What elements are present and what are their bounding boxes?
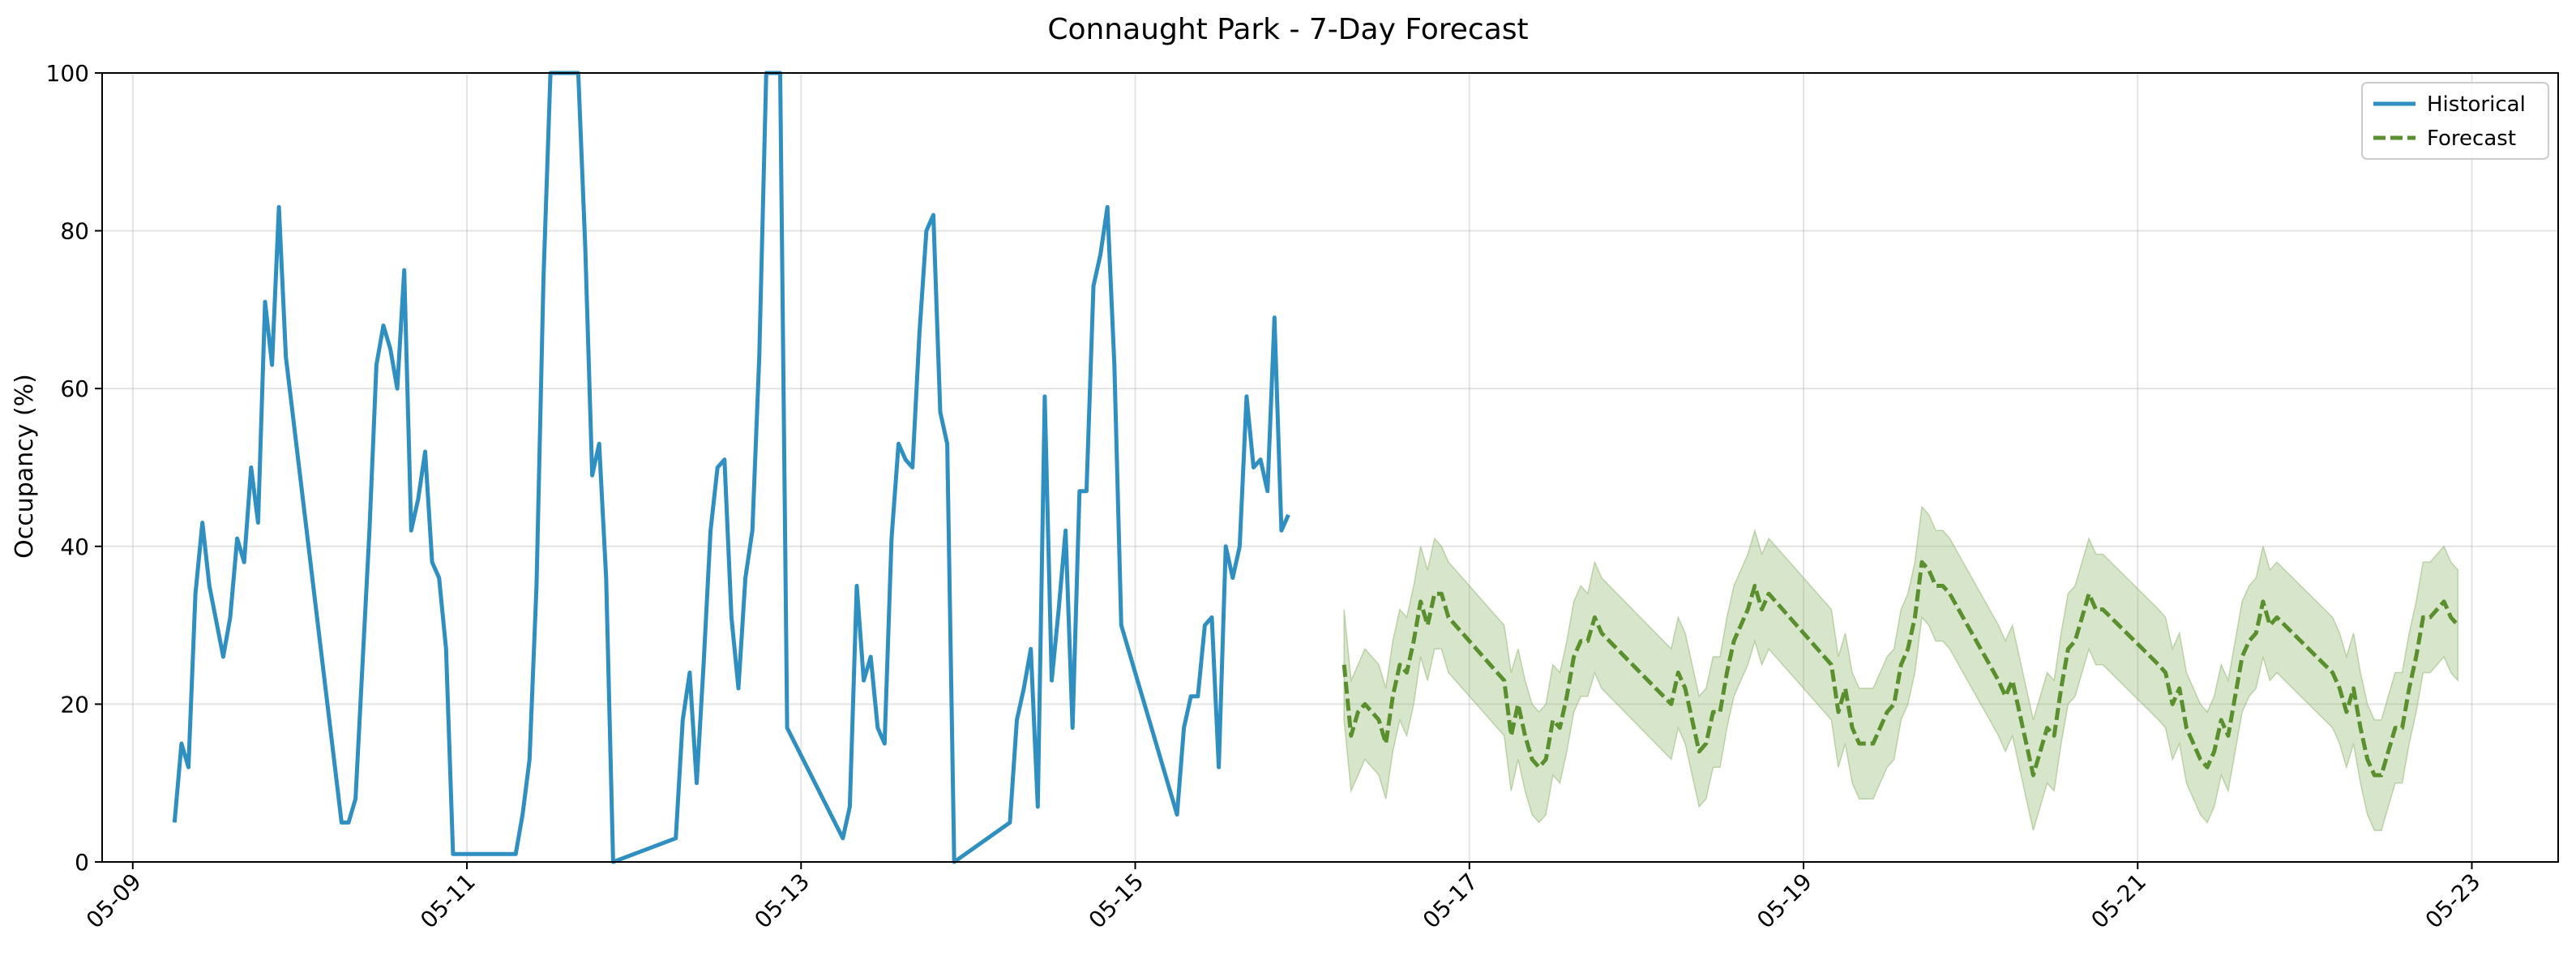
legend-label-historical: Historical — [2427, 92, 2526, 117]
chart-title: Connaught Park - 7-Day Forecast — [1047, 13, 1528, 46]
legend-label-forecast: Forecast — [2427, 126, 2516, 151]
y-tick-label: 100 — [46, 60, 89, 87]
y-tick-label: 40 — [60, 534, 89, 560]
legend: Historical Forecast — [2361, 82, 2549, 160]
y-axis-label: Occupancy (%) — [11, 374, 39, 559]
plot-frame — [101, 72, 2559, 863]
confidence-band-area — [1343, 505, 2459, 831]
series-line-historical — [172, 71, 1290, 864]
series-lines — [172, 71, 2460, 864]
series-line-forecast — [1341, 559, 2460, 778]
y-tick-label: 80 — [60, 218, 89, 245]
y-axis-ticks: 0 20 40 60 80 100 — [46, 60, 102, 876]
y-tick-label: 60 — [60, 375, 89, 402]
forecast-confidence-band — [1343, 505, 2459, 831]
y-tick-label: 0 — [75, 849, 89, 876]
y-tick-label: 20 — [60, 691, 89, 718]
